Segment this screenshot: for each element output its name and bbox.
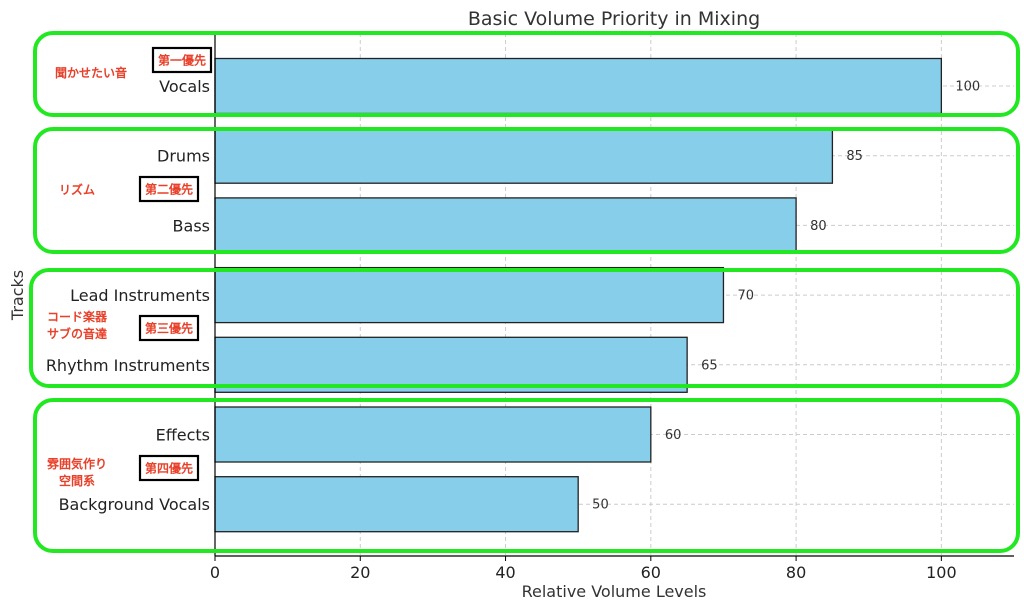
value-label-lead-instruments: 70	[737, 289, 754, 304]
priority-group-3-badge	[138, 314, 200, 342]
axes	[214, 33, 1014, 561]
priority-group-4-box	[33, 398, 1020, 553]
priority-group-4-note: 雰囲気作り	[47, 456, 107, 471]
priority-group-4-note: 空間系	[59, 473, 95, 488]
priority-group-3-priority-label: 第三優先	[145, 321, 193, 336]
priority-group-2-priority-label: 第二優先	[145, 182, 193, 197]
category-label-background-vocals: Background Vocals	[59, 495, 210, 514]
bar-effects	[214, 406, 652, 463]
x-tick-label: 100	[926, 563, 957, 582]
y-axis-label: Tracks	[8, 270, 27, 321]
category-label-effects: Effects	[156, 426, 210, 445]
value-label-background-vocals: 50	[592, 498, 609, 513]
priority-group-1-badge	[151, 46, 213, 74]
bar-background-vocals	[214, 476, 579, 533]
labels: Vocals 100 Drums 85 Bass 80 Lead Instruments 70…	[46, 77, 980, 582]
priority-group-4-priority-label: 第四優先	[145, 461, 193, 476]
value-label-vocals: 100	[955, 80, 980, 95]
category-label-bass: Bass	[173, 216, 210, 235]
priority-group-2-badge	[138, 175, 200, 203]
category-label-lead-instruments: Lead Instruments	[70, 286, 210, 305]
category-label-drums: Drums	[157, 147, 210, 166]
priority-group-3-note: コード楽器	[47, 309, 108, 324]
category-label-rhythm-instruments: Rhythm Instruments	[46, 356, 210, 375]
x-tick-label: 60	[641, 563, 661, 582]
priority-group-2-box	[33, 127, 1020, 254]
x-tick-label: 0	[210, 563, 220, 582]
bar-bass	[214, 197, 797, 254]
bar-lead-instruments	[214, 266, 725, 324]
value-label-effects: 60	[665, 428, 682, 443]
x-tick-label: 20	[350, 563, 370, 582]
x-tick-label: 40	[495, 563, 515, 582]
value-label-bass: 80	[810, 219, 827, 234]
value-label-rhythm-instruments: 65	[701, 358, 718, 373]
bar-drums	[214, 127, 834, 184]
category-label-vocals: Vocals	[159, 77, 210, 96]
priority-group-1-box	[33, 31, 1020, 117]
priority-group-3-note: サブの音達	[47, 326, 107, 341]
priority-group-4-badge	[138, 454, 200, 482]
bar-vocals	[214, 57, 943, 115]
bars	[214, 57, 943, 533]
chart-title: Basic Volume Priority in Mixing	[468, 8, 760, 30]
x-axis-label: Relative Volume Levels	[522, 582, 707, 601]
x-tick-label: 80	[786, 563, 806, 582]
priority-group-1-priority-label: 第一優先	[158, 53, 206, 68]
value-label-drums: 85	[846, 149, 863, 164]
priority-group-2-note: リズム	[59, 182, 95, 197]
priority-group-1-note: 聞かせたい音	[55, 65, 127, 80]
priority-group-3-box	[29, 268, 1020, 388]
